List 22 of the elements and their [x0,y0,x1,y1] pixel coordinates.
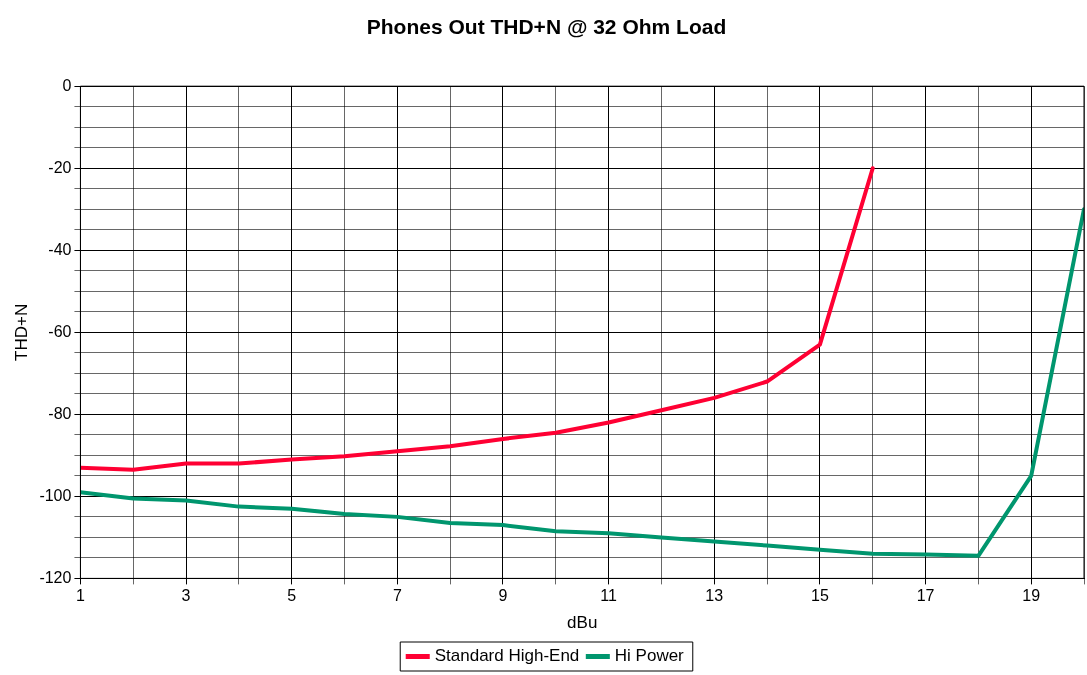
x-tick-label: 1 [75,587,85,605]
y-tick-label: -20 [48,158,72,176]
x-tick-label: 3 [181,587,191,605]
x-axis-title: dBu [567,613,598,633]
x-tick-label: 11 [600,587,618,605]
chart-title: Phones Out THD+N @ 32 Ohm Load [366,15,727,39]
legend-label: Standard High-End [434,646,580,666]
y-tick-label: 0 [62,76,72,94]
y-tick-label: -40 [48,240,72,258]
legend-label: Hi Power [614,646,685,666]
y-tick-label: -60 [48,322,72,340]
x-tick-label: 5 [287,587,297,605]
x-tick-label: 7 [392,587,402,605]
x-tick-label: 9 [498,587,508,605]
x-tick-label: 13 [705,587,724,605]
y-tick-label: -80 [48,404,72,422]
y-axis-title: THD+N [11,303,31,361]
y-tick-label: -120 [39,568,72,586]
x-tick-label: 15 [811,587,829,605]
y-tick-label: -100 [39,486,72,504]
x-tick-label: 17 [916,587,935,605]
x-tick-label: 19 [1022,587,1041,605]
